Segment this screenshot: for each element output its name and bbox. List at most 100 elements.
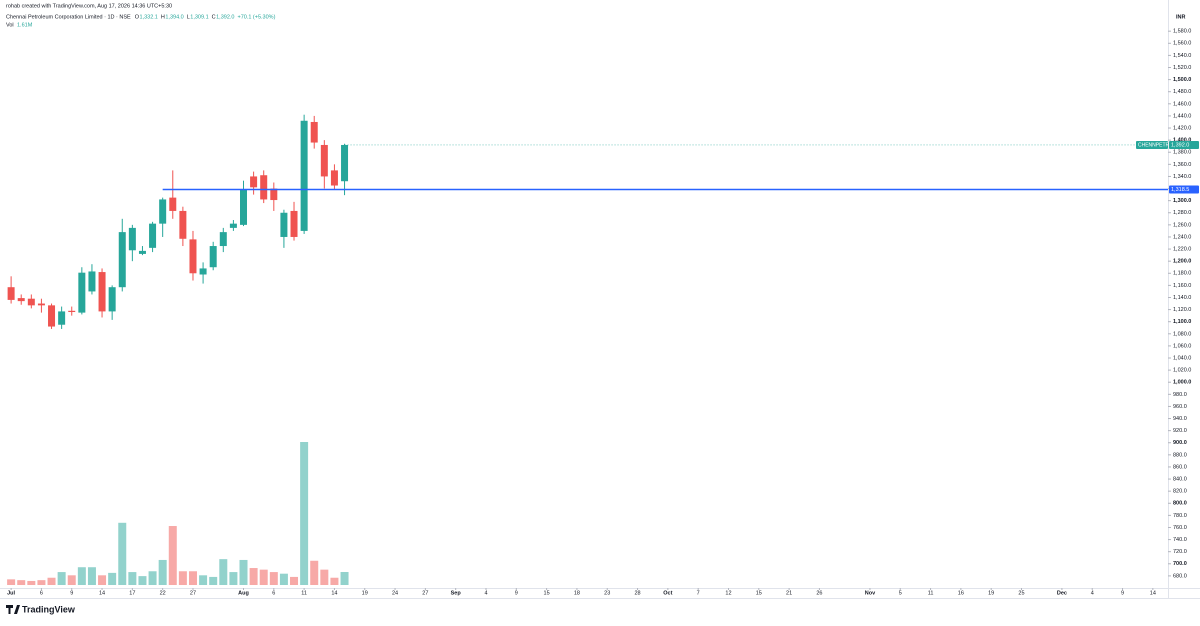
ohlc-value: 1,309.1 <box>190 14 208 20</box>
candle-body <box>98 272 106 312</box>
volume-bar <box>98 575 107 585</box>
ohlc-value: 1,332.1 <box>140 14 158 20</box>
y-tick-label: 1,160.0 <box>1173 283 1191 289</box>
x-tick-label: 9 <box>70 590 73 596</box>
x-tick-label: 16 <box>958 590 964 596</box>
volume-bar <box>7 579 16 585</box>
ohlc-value: 1,394.0 <box>165 14 183 20</box>
y-tick-label: 1,380.0 <box>1173 150 1191 156</box>
volume-bar <box>77 567 86 585</box>
y-tick-label: 1,060.0 <box>1173 343 1191 349</box>
brand: TradingView <box>6 604 76 614</box>
volume-bar <box>290 576 299 585</box>
volume-bar <box>219 559 228 585</box>
y-tick-label: 1,080.0 <box>1173 331 1191 337</box>
symbol-line: Chennai Petroleum Corporation Limited · … <box>6 14 131 20</box>
volume-bar <box>279 573 288 585</box>
volume-bar <box>37 580 46 585</box>
x-tick-label: Dec <box>1057 590 1067 596</box>
y-tick-label: 920.0 <box>1173 428 1187 434</box>
ohlc-label: O <box>135 14 140 20</box>
candle-body <box>78 272 86 313</box>
x-tick-label: 27 <box>190 590 196 596</box>
candle-body <box>179 210 187 239</box>
candle-body <box>199 268 207 275</box>
candle-body <box>58 311 66 325</box>
y-tick-label: 1,480.0 <box>1173 89 1191 95</box>
candle-body <box>290 210 298 237</box>
candle-body <box>300 120 308 231</box>
hline-label: 1,318.5 <box>1171 187 1189 193</box>
x-tick-label: 24 <box>392 590 398 596</box>
ohlc-label: C <box>212 14 216 20</box>
y-tick-label: 1,100.0 <box>1173 319 1191 325</box>
volume-bar <box>158 559 167 585</box>
candle-body <box>320 144 328 177</box>
candle-body <box>240 189 248 225</box>
y-tick-label: 1,300.0 <box>1173 198 1191 204</box>
y-tick-label: 1,020.0 <box>1173 368 1191 374</box>
x-tick-label: 12 <box>725 590 731 596</box>
volume-bar <box>340 571 349 585</box>
volume-bar <box>239 559 248 585</box>
volume-bar <box>57 572 66 585</box>
y-tick-label: 900.0 <box>1173 440 1187 446</box>
x-tick-label: 6 <box>40 590 43 596</box>
candle-body <box>27 298 35 306</box>
last-price-label: 1,392.0 <box>1171 142 1189 148</box>
x-tick-label: 28 <box>634 590 640 596</box>
x-tick-label: Sep <box>451 590 462 596</box>
y-tick-label: 1,240.0 <box>1173 234 1191 240</box>
x-tick-label: 6 <box>272 590 275 596</box>
volume-bar <box>17 580 26 585</box>
candle-body <box>128 227 136 251</box>
volume-bar <box>188 571 197 585</box>
candle-body <box>68 310 76 313</box>
volume-bar <box>87 567 96 585</box>
volume-bar <box>259 569 268 585</box>
last-price-bg <box>1169 140 1199 149</box>
y-tick-label: 1,280.0 <box>1173 210 1191 216</box>
candle-body <box>88 271 96 292</box>
candle-body <box>159 199 167 224</box>
y-tick-label: 780.0 <box>1173 513 1187 519</box>
x-tick-label: 5 <box>899 590 902 596</box>
volume-bar <box>118 522 127 585</box>
volume-bar <box>269 572 278 585</box>
volume-bar <box>168 526 177 585</box>
x-tick-label: Oct <box>663 590 672 596</box>
volume-bar <box>148 571 157 585</box>
x-tick-label: 27 <box>422 590 428 596</box>
y-tick-label: 1,180.0 <box>1173 271 1191 277</box>
ohlc-label: L <box>187 14 190 20</box>
x-tick-label: 19 <box>988 590 994 596</box>
volume-bar <box>128 572 137 585</box>
x-tick-label: 15 <box>544 590 550 596</box>
y-tick-label: 1,360.0 <box>1173 162 1191 168</box>
volume-label: Vol <box>6 22 14 28</box>
candle-body <box>260 175 268 200</box>
y-tick-label: 680.0 <box>1173 573 1187 579</box>
y-tick-label: 1,000.0 <box>1173 380 1191 386</box>
x-tick-label: Jul <box>7 590 15 596</box>
x-tick-label: 14 <box>99 590 105 596</box>
candle-body <box>280 212 288 237</box>
volume-bar <box>320 569 329 585</box>
x-tick-label: Aug <box>238 590 249 596</box>
x-tick-label: 15 <box>756 590 762 596</box>
y-tick-label: 1,500.0 <box>1173 77 1191 83</box>
x-tick-label: 9 <box>1121 590 1124 596</box>
volume-bar <box>138 576 147 585</box>
y-tick-label: 940.0 <box>1173 416 1187 422</box>
ohlc-value: 1,392.0 <box>216 14 234 20</box>
x-tick-label: 11 <box>301 590 307 596</box>
candle-body <box>169 197 177 211</box>
x-tick-label: 11 <box>928 590 934 596</box>
x-tick-label: 4 <box>1091 590 1094 596</box>
candle-body <box>138 250 146 254</box>
candle-body <box>37 303 45 306</box>
x-tick-label: 17 <box>129 590 135 596</box>
